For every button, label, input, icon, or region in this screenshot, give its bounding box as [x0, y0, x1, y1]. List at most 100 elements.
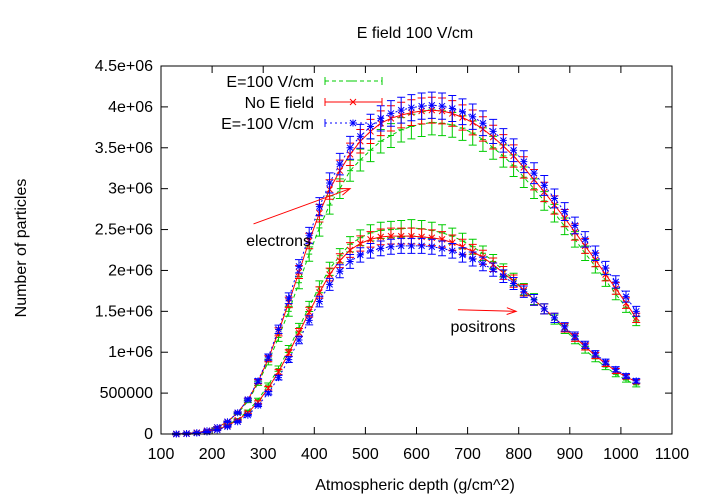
data-point — [336, 160, 344, 168]
series-line — [176, 109, 637, 435]
y-tick-label: 3.5e+06 — [95, 140, 153, 157]
series-line — [176, 245, 637, 435]
legend: E=100 V/cm No E field E=-100 V/cm — [221, 74, 383, 133]
data-point — [305, 308, 313, 316]
data-point — [428, 101, 436, 109]
data-point — [602, 358, 610, 366]
y-tick-label: 500000 — [100, 385, 153, 402]
data-point — [622, 293, 630, 301]
data-point — [213, 426, 221, 434]
y-tick-label: 2.5e+06 — [95, 222, 153, 239]
legend-marker — [349, 119, 357, 127]
data-point — [377, 114, 385, 122]
legend-entry: E=100 V/cm — [226, 74, 383, 91]
annotation-arrowhead — [506, 307, 518, 315]
series-positrons-no-e-field — [172, 227, 641, 438]
x-tick-label: 300 — [250, 446, 277, 463]
data-point — [254, 377, 262, 385]
data-point — [264, 389, 272, 397]
x-tick-label: 1100 — [655, 446, 690, 463]
data-point — [203, 428, 211, 436]
data-point — [591, 350, 599, 358]
plot-series — [172, 91, 641, 438]
data-point — [540, 181, 548, 189]
data-point — [305, 231, 313, 239]
x-tick-label: 500 — [352, 446, 379, 463]
data-point — [234, 409, 242, 417]
data-point — [418, 233, 425, 241]
legend-label: No E field — [245, 95, 314, 112]
data-point — [510, 146, 518, 154]
data-point — [489, 266, 497, 274]
data-point — [458, 251, 466, 259]
data-point — [295, 336, 303, 344]
data-point — [223, 418, 231, 426]
data-point — [336, 257, 344, 264]
data-point — [295, 329, 303, 336]
data-point — [499, 136, 507, 144]
x-tick-label: 400 — [301, 446, 328, 463]
data-point — [326, 179, 334, 187]
data-point — [387, 109, 395, 117]
data-point — [581, 235, 589, 243]
legend-label: E=100 V/cm — [226, 74, 314, 91]
data-point — [346, 246, 354, 254]
legend-error-caps — [324, 119, 383, 127]
data-point — [377, 244, 385, 252]
y-tick-label: 4e+06 — [108, 99, 153, 116]
data-point — [356, 240, 364, 247]
data-point — [315, 298, 323, 306]
data-point — [234, 418, 242, 426]
data-point — [244, 396, 252, 404]
data-point — [326, 271, 333, 278]
data-point — [571, 332, 579, 340]
x-tick-label: 900 — [556, 446, 583, 463]
data-point — [407, 104, 415, 112]
x-tick-label: 700 — [454, 446, 481, 463]
data-point — [367, 236, 374, 243]
data-point — [356, 251, 364, 259]
data-point — [305, 316, 313, 324]
data-point — [367, 247, 375, 255]
series-positrons-e-100-v-cm — [172, 237, 641, 438]
data-point — [275, 368, 282, 376]
legend-marker — [349, 98, 357, 106]
data-point — [316, 289, 323, 296]
series-positrons-e-100-v-cm — [172, 219, 641, 436]
x-tick-label: 800 — [505, 446, 532, 463]
data-point — [469, 113, 477, 121]
data-point — [530, 296, 538, 304]
data-point — [377, 233, 385, 241]
axis-ticks: 100 200 300 400 500 600 700 800 900 1000 1100 0 5000… — [95, 58, 690, 463]
data-point — [510, 280, 518, 288]
data-point — [581, 341, 589, 349]
x-axis-title: Atmospheric depth (g/cm^2) — [315, 477, 515, 494]
data-point — [295, 262, 303, 270]
annotations: electrons positrons — [246, 188, 518, 336]
legend-entry: No E field — [245, 95, 383, 112]
chart-title: E field 100 V/cm — [357, 25, 474, 42]
data-point — [448, 239, 456, 246]
data-point — [438, 102, 446, 110]
data-point — [561, 323, 569, 331]
data-point — [479, 119, 487, 127]
data-point — [591, 249, 599, 257]
series-line — [176, 104, 637, 435]
data-point — [622, 372, 630, 380]
legend-entry: E=-100 V/cm — [221, 116, 383, 133]
y-tick-label: 0 — [144, 426, 153, 443]
data-point — [397, 242, 405, 250]
data-point — [459, 243, 466, 251]
data-point — [285, 356, 293, 364]
data-point — [540, 305, 548, 313]
data-point — [264, 384, 272, 392]
data-point — [356, 132, 364, 140]
data-point — [275, 374, 283, 382]
data-point — [264, 353, 272, 361]
x-tick-label: 600 — [403, 446, 430, 463]
data-point — [448, 247, 456, 255]
y-tick-label: 3e+06 — [108, 181, 153, 198]
series-electrons-e-100-v-cm — [172, 91, 641, 438]
data-point — [193, 429, 201, 437]
